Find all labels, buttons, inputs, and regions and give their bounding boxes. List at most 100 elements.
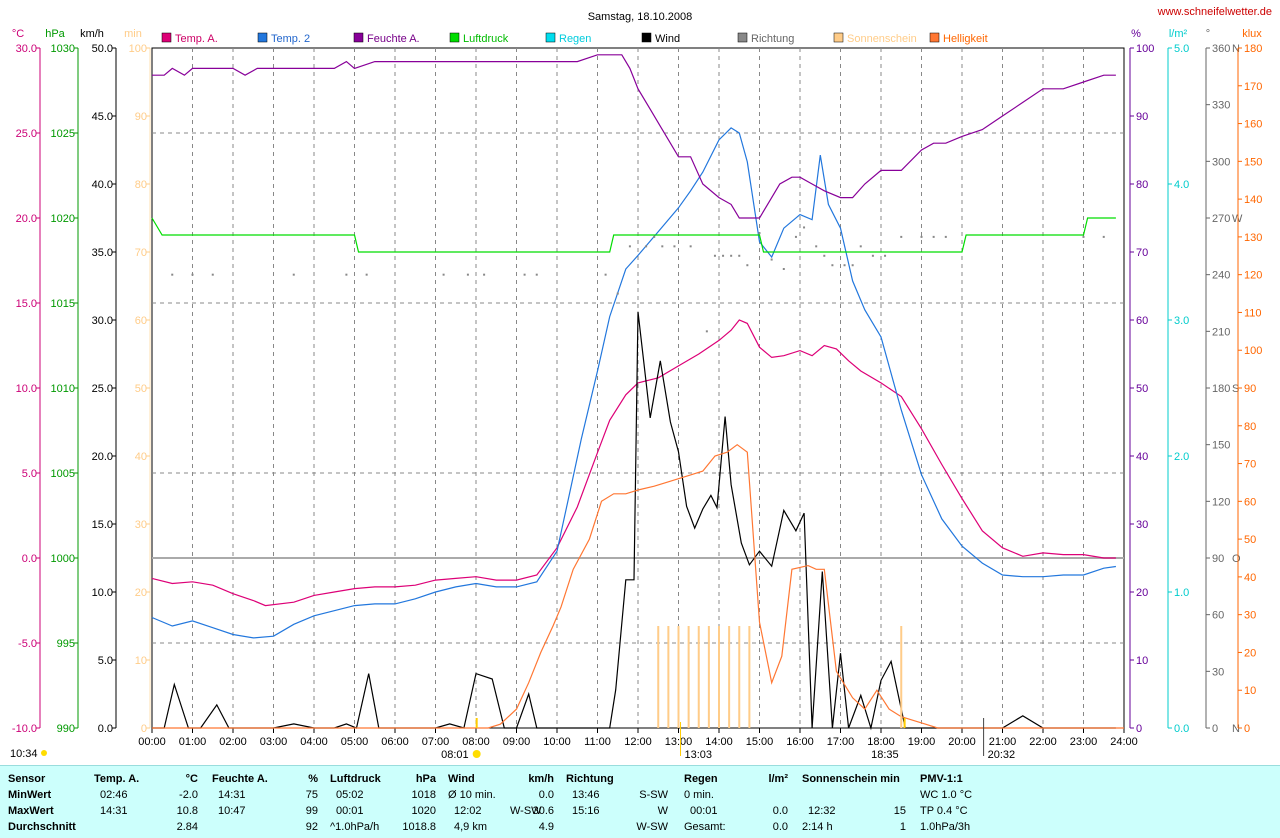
legend-layer: Temp. A. Temp. 2 Feuchte A. Luftdruck Regen W… bbox=[161, 32, 988, 45]
humidity-avg-value: 92 bbox=[305, 821, 318, 833]
x-tick-label: 03:00 bbox=[260, 736, 288, 748]
direction-min-value: S-SW bbox=[639, 789, 668, 801]
direction-point bbox=[713, 254, 716, 257]
humidity-tick-label: 70 bbox=[1136, 247, 1148, 259]
direction-max-value: W bbox=[657, 805, 668, 817]
direction-point bbox=[1082, 235, 1085, 238]
pressure-min-time: 05:02 bbox=[336, 789, 364, 801]
wind-series-line bbox=[152, 311, 1116, 731]
brightness-tick-label: 40 bbox=[1244, 572, 1256, 584]
x-tick-label: 13:00 bbox=[665, 736, 693, 748]
pressure-min-value: 1018 bbox=[411, 789, 436, 801]
brightness-tick-label: 0 bbox=[1244, 723, 1250, 735]
direction-tick-label: 240 bbox=[1212, 270, 1230, 282]
legend-swatch bbox=[641, 32, 652, 43]
wind-tick-label: 30.0 bbox=[92, 315, 113, 327]
direction-point bbox=[738, 254, 741, 257]
brightness-tick-label: 10 bbox=[1244, 685, 1256, 697]
compass-label: S bbox=[1232, 383, 1239, 395]
rain-total-value: 0.0 bbox=[772, 821, 788, 833]
legend-swatch bbox=[449, 32, 460, 43]
direction-point bbox=[803, 226, 806, 229]
legend-label: Temp. 2 bbox=[271, 33, 310, 45]
radiation-tick-label: 4.0 bbox=[1174, 179, 1189, 191]
brightness-tick-label: 130 bbox=[1244, 232, 1262, 244]
direction-max-time: 15:16 bbox=[572, 805, 600, 817]
summary-wind: Wind km/h Ø 10 min. 0.0 12:02 W-SW 30.6 4,9 … bbox=[448, 766, 558, 838]
direction-point bbox=[815, 245, 818, 248]
feuchte-a-series-line bbox=[152, 54, 1116, 219]
sunrise-time: 08:01 bbox=[441, 749, 469, 761]
wind-axis-unit: km/h bbox=[80, 28, 104, 40]
x-tick-label: 06:00 bbox=[381, 736, 409, 748]
wind-tick-label: 40.0 bbox=[92, 179, 113, 191]
legend-label: Luftdruck bbox=[463, 33, 509, 45]
direction-point bbox=[345, 273, 348, 276]
direction-min-time: 13:46 bbox=[572, 789, 600, 801]
wind-tick-label: 50.0 bbox=[92, 43, 113, 55]
weather-chart: °C 30.0 25.0 20.0 15.0 10.0 5.0 0.0 -5.0 -10.0 hPa… bbox=[10, 6, 1272, 761]
brightness-tick-label: 80 bbox=[1244, 421, 1256, 433]
axes-layer: °C 30.0 25.0 20.0 15.0 10.0 5.0 0.0 -5.0 -10.0 hPa… bbox=[12, 28, 1263, 735]
current-time: 10:34 bbox=[10, 748, 38, 760]
x-tick-label: 19:00 bbox=[908, 736, 936, 748]
wind-avg10-label: Ø 10 min. bbox=[448, 789, 496, 801]
direction-tick-label: 330 bbox=[1212, 100, 1230, 112]
x-tick-label: 20:00 bbox=[948, 736, 976, 748]
rain-total-label: Gesamt: bbox=[684, 821, 726, 833]
wind-tick-label: 35.0 bbox=[92, 247, 113, 259]
x-tick-label: 11:00 bbox=[584, 736, 611, 748]
humidity-tick-label: 30 bbox=[1136, 519, 1148, 531]
brightness-tick-label: 180 bbox=[1244, 43, 1262, 55]
wind-avg10-value: 0.0 bbox=[538, 789, 554, 801]
website-label[interactable]: www.schneifelwetter.de bbox=[1157, 6, 1272, 18]
sunshine-tick-label: 70 bbox=[135, 247, 147, 259]
summary-direction: Richtung 13:46 S-SW 15:16 W W-SW bbox=[566, 766, 672, 838]
temp-tick-label: 20.0 bbox=[16, 213, 37, 225]
legend-label: Regen bbox=[559, 33, 591, 45]
direction-tick-label: 360 bbox=[1212, 43, 1230, 55]
direction-tick-label: 150 bbox=[1212, 440, 1230, 452]
direction-tick-label: 30 bbox=[1212, 666, 1224, 678]
direction-point bbox=[645, 245, 648, 248]
x-tick-label: 18:00 bbox=[867, 736, 895, 748]
temp-tick-label: 25.0 bbox=[16, 128, 37, 140]
radiation-tick-label: 2.0 bbox=[1174, 451, 1189, 463]
sunset-time: 18:35 bbox=[871, 749, 899, 761]
direction-point bbox=[292, 273, 295, 276]
moon-time: 20:32 bbox=[988, 749, 1016, 761]
direction-point bbox=[705, 330, 708, 333]
summary-pressure: Luftdruck hPa 05:02 1018 00:01 1020 ^1.0hPa… bbox=[330, 766, 440, 838]
humidity-tick-label: 60 bbox=[1136, 315, 1148, 327]
pressure-tick-label: 1030 bbox=[51, 43, 75, 55]
direction-point bbox=[689, 245, 692, 248]
direction-point bbox=[604, 273, 607, 276]
summary-humidity: Feuchte A.% 14:31 75 10:47 99 92 bbox=[212, 766, 322, 838]
sensor-header: Sensor bbox=[8, 773, 46, 785]
pmv-dewpoint: TP 0.4 °C bbox=[920, 805, 968, 817]
brightness-tick-label: 120 bbox=[1244, 270, 1262, 282]
wind-tick-label: 0.0 bbox=[98, 723, 113, 735]
wind-header: Wind bbox=[448, 773, 475, 785]
pressure-tick-label: 1015 bbox=[51, 298, 75, 310]
temp-tick-label: 30.0 bbox=[16, 43, 37, 55]
pressure-tick-label: 990 bbox=[57, 723, 75, 735]
radiation-axis-unit: l/m² bbox=[1169, 28, 1188, 40]
humidity-axis-unit: % bbox=[1131, 28, 1141, 40]
humidity-tick-label: 80 bbox=[1136, 179, 1148, 191]
grid-layer: 00:00 01:00 02:00 03:00 04:00 05:00 06:00 07:00… bbox=[138, 47, 1138, 748]
direction-point bbox=[722, 254, 725, 257]
helligkeit-series-line bbox=[152, 443, 1124, 729]
humidity-max-value: 99 bbox=[305, 805, 318, 817]
rain-max-time: 00:01 bbox=[690, 805, 718, 817]
direction-point bbox=[171, 273, 174, 276]
pmv-header: PMV-1:1 bbox=[920, 773, 963, 785]
summary-panel: Sensor MinWert MaxWert Durchschnitt Temp… bbox=[0, 765, 1280, 838]
direction-point bbox=[758, 232, 761, 235]
direction-tick-label: 60 bbox=[1212, 610, 1224, 622]
x-tick-label: 02:00 bbox=[219, 736, 247, 748]
pressure-tick-label: 1010 bbox=[51, 383, 75, 395]
direction-point bbox=[1102, 235, 1105, 238]
sunshine-tick-label: 90 bbox=[135, 111, 147, 123]
x-tick-label: 09:00 bbox=[503, 736, 531, 748]
